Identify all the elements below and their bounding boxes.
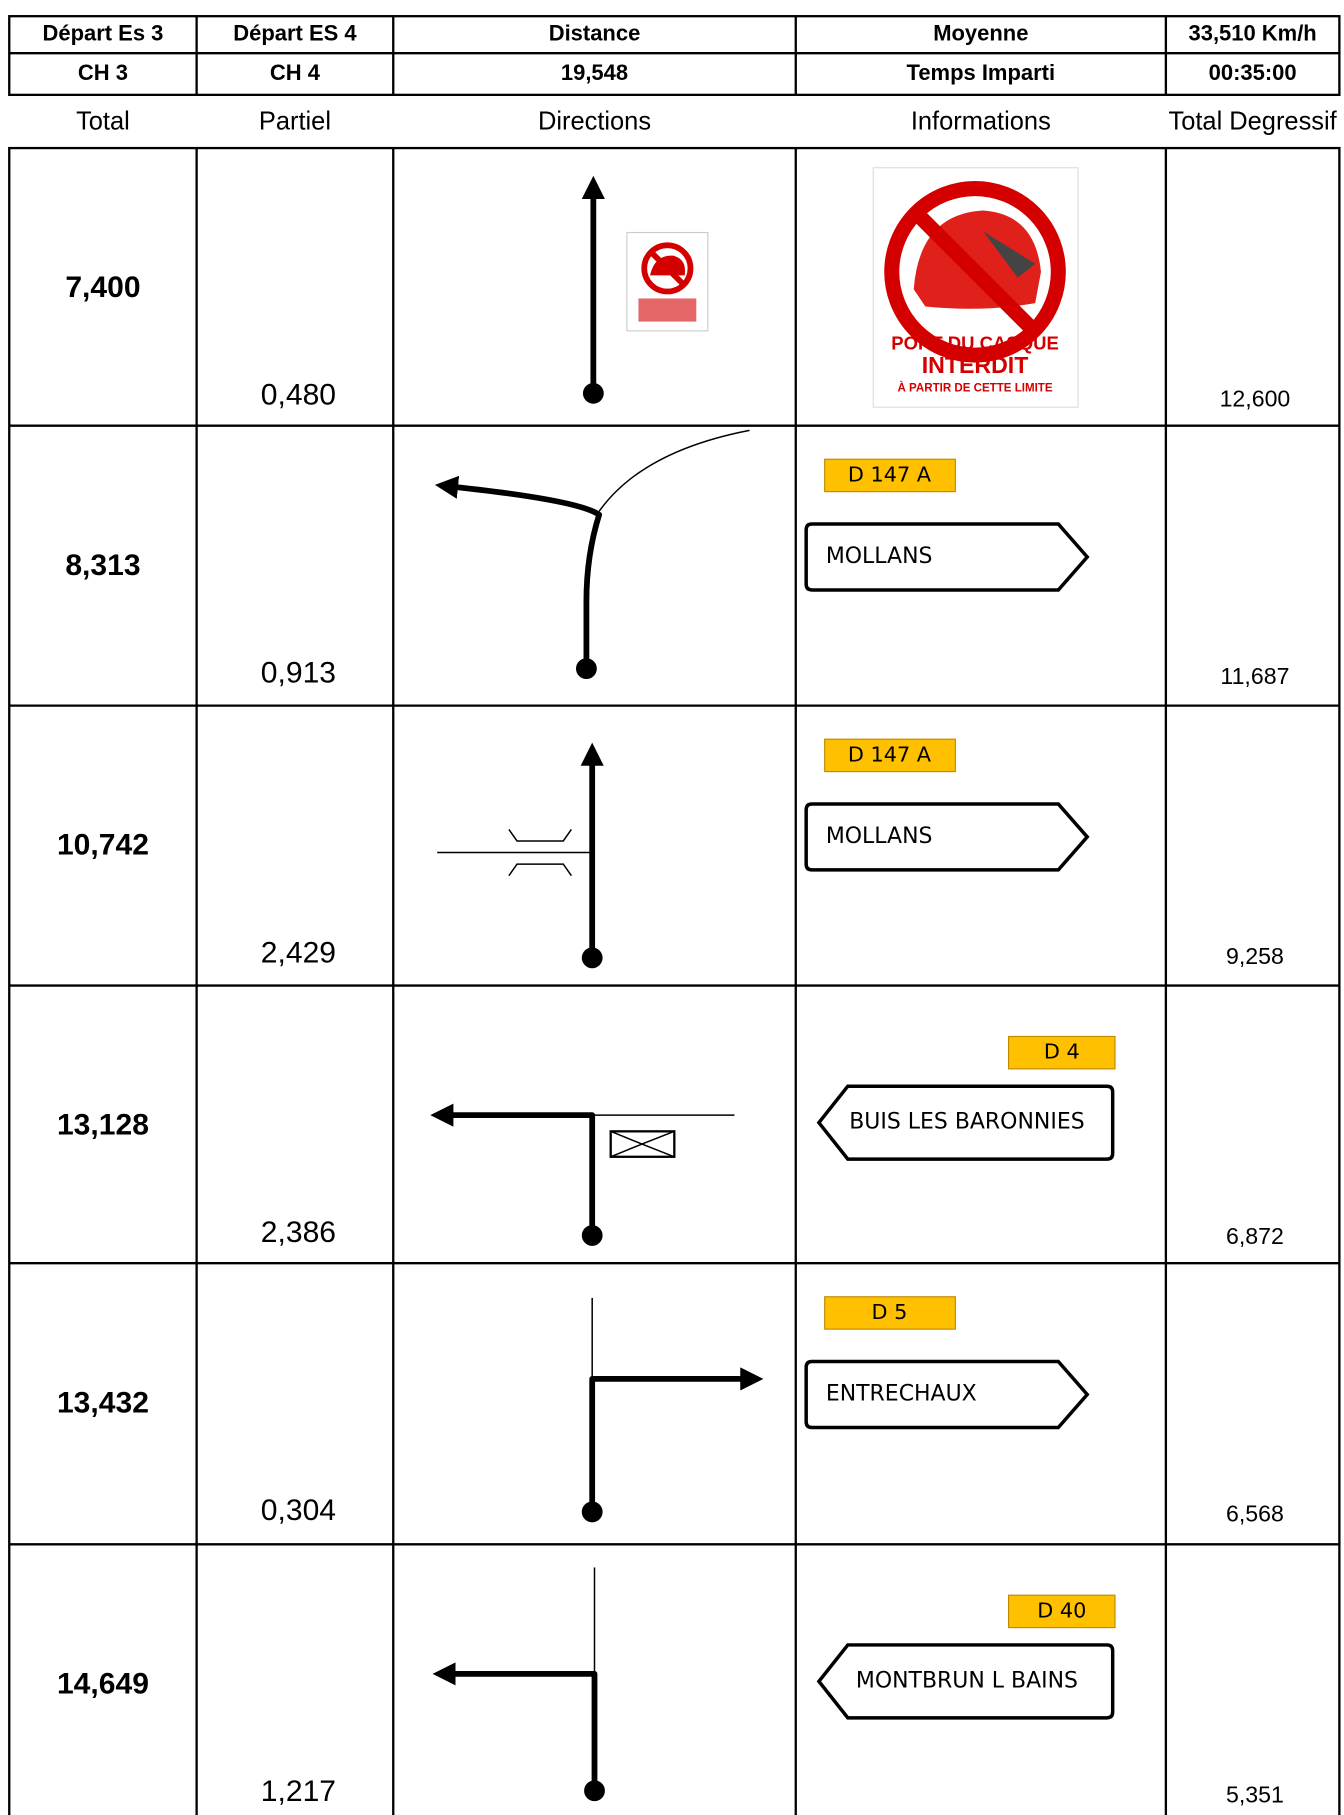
- road-number: D 147 A: [848, 462, 932, 486]
- road-tag: [1007, 1594, 1116, 1629]
- header-cell: 00:35:00: [1209, 60, 1297, 85]
- sign-text: INTERDIT: [922, 352, 1029, 378]
- total-distance: 10,742: [57, 829, 149, 862]
- sign-text: PORT DU CASQUE: [891, 333, 1059, 354]
- info-sign: D 5 ENTRECHAUX: [804, 1296, 1090, 1430]
- total-distance: 7,400: [65, 271, 140, 304]
- direction-sign: [804, 1359, 1090, 1430]
- road-tag: [824, 1296, 956, 1330]
- remaining-distance: 6,872: [1226, 1223, 1284, 1249]
- total-distance: 8,313: [65, 549, 140, 582]
- info-sign: D 4 BUIS LES BARONNIES: [816, 1035, 1116, 1161]
- info-sign: D 40 MONTBRUN L BAINS: [816, 1594, 1116, 1720]
- remaining-distance: 5,351: [1226, 1782, 1284, 1808]
- direction-diagram: [434, 429, 750, 680]
- direction-sign: [816, 1084, 1115, 1161]
- direction-diagram: [581, 1297, 764, 1523]
- info-sign: D 147 A MOLLANS: [804, 458, 1090, 592]
- destination: MOLLANS: [826, 824, 933, 849]
- remaining-distance: 12,600: [1220, 385, 1291, 411]
- total-distance: 14,649: [57, 1667, 149, 1700]
- destination: ENTRECHAUX: [826, 1382, 977, 1407]
- destination: BUIS LES BARONNIES: [849, 1110, 1084, 1135]
- road-tag: [824, 458, 956, 493]
- partial-distance: 0,304: [261, 1494, 336, 1527]
- direction-sign: [816, 1643, 1115, 1720]
- column-label: Directions: [538, 107, 651, 135]
- sign-text: À PARTIR DE CETTE LIMITE: [898, 382, 1053, 395]
- partial-distance: 2,429: [261, 936, 336, 969]
- column-label: Partiel: [259, 107, 331, 135]
- direction-diagram: [581, 175, 709, 404]
- road-number: D 40: [1037, 1598, 1086, 1622]
- road-number: D 147 A: [848, 742, 932, 766]
- header-cell: 19,548: [561, 60, 628, 85]
- total-distance: 13,128: [57, 1109, 149, 1142]
- partial-distance: 0,480: [261, 379, 336, 412]
- header-cell: Départ ES 4: [233, 20, 357, 45]
- direction-diagram: [437, 742, 604, 969]
- total-distance: 13,432: [57, 1386, 149, 1419]
- header-cell: Moyenne: [933, 20, 1028, 45]
- remaining-distance: 11,687: [1220, 663, 1289, 689]
- direction-diagram: [430, 1103, 735, 1246]
- partial-distance: 1,217: [261, 1775, 336, 1808]
- road-number: D 4: [1044, 1040, 1080, 1064]
- road-number: D 5: [872, 1300, 908, 1324]
- info-sign: D 147 A MOLLANS: [804, 738, 1090, 872]
- header-cell: 33,510 Km/h: [1189, 20, 1317, 45]
- column-label: Informations: [911, 107, 1051, 135]
- header-cell: CH 4: [270, 60, 321, 85]
- destination: MOLLANS: [826, 544, 933, 569]
- direction-diagram: [432, 1567, 605, 1802]
- road-tag: [1007, 1035, 1116, 1070]
- header-cell: Temps Imparti: [907, 60, 1056, 85]
- column-label: Total Degressif: [1169, 107, 1338, 135]
- direction-sign: [804, 802, 1090, 872]
- direction-sign: [804, 522, 1090, 592]
- header-cell: Distance: [549, 20, 641, 45]
- partial-distance: 2,386: [261, 1216, 336, 1249]
- destination: MONTBRUN L BAINS: [856, 1668, 1078, 1693]
- partial-distance: 0,913: [261, 656, 336, 689]
- remaining-distance: 9,258: [1226, 943, 1284, 969]
- table-grid: [8, 15, 1341, 1815]
- column-label: Total: [76, 107, 130, 135]
- road-tag: [824, 738, 956, 773]
- helmet-sign: [872, 167, 1079, 408]
- header-cell: CH 3: [78, 60, 128, 85]
- header-cell: Départ Es 3: [42, 20, 163, 45]
- remaining-distance: 6,568: [1226, 1501, 1284, 1527]
